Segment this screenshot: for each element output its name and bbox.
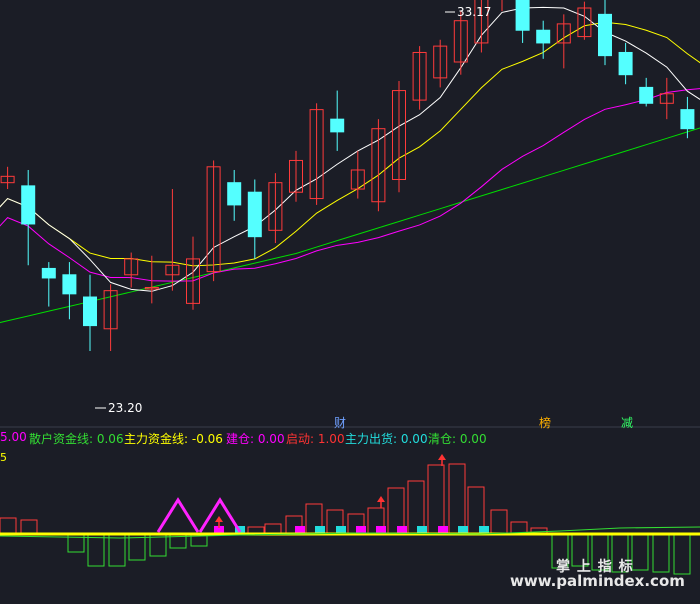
indicator-red-bar — [20, 519, 38, 535]
candle-body — [21, 185, 36, 225]
candle-body — [41, 267, 56, 279]
ma10-line — [0, 21, 700, 267]
watermark-title: 掌 上 指 标 — [556, 559, 634, 575]
qidong-arrow-head — [438, 454, 446, 460]
indicator-item-3: 启动: 1.00 — [286, 432, 345, 446]
candle-body — [639, 86, 654, 104]
candle-body — [62, 274, 77, 295]
indicator-item-1: 主力资金线: -0.06 — [124, 432, 223, 446]
qidong-arrow-head — [377, 496, 385, 502]
candle-body — [289, 159, 303, 193]
candle-body — [371, 128, 386, 203]
candle-body — [309, 109, 324, 200]
indicator-block — [417, 526, 427, 534]
indicator-green-bar — [631, 533, 649, 571]
watermark-url: www.palmindex.com — [510, 572, 685, 590]
candle-body — [577, 7, 592, 38]
marker-jian: 减 — [621, 416, 634, 430]
indicator-block — [458, 526, 468, 534]
indicator-green-bar — [673, 533, 691, 575]
candle-body — [556, 23, 571, 44]
indicator-green-bar — [87, 533, 105, 567]
indicator-red-bar — [490, 509, 508, 535]
candle-body — [598, 13, 612, 57]
candle-body — [412, 51, 427, 101]
marker-bang: 榜 — [539, 416, 552, 430]
indicator-block — [397, 526, 407, 534]
candle-body — [186, 258, 200, 304]
ma20-line — [0, 88, 700, 282]
indicator-prefix: 5.00 — [0, 430, 27, 444]
indicator-item-4: 主力出货: 0.00 — [345, 432, 428, 446]
indicator-block — [336, 526, 346, 534]
indicator-block — [376, 526, 386, 534]
qidong-arrow-head — [215, 516, 223, 522]
indicator-block — [295, 526, 305, 534]
marker-cai: 财 — [334, 416, 347, 430]
candle-body — [124, 258, 139, 276]
indicator-red-bar — [448, 463, 466, 535]
indicator-block — [356, 526, 366, 534]
indicator-red-bar — [0, 517, 17, 535]
candle-body — [680, 109, 695, 130]
indicator-block — [315, 526, 325, 534]
ma60-line — [0, 127, 700, 324]
candle-body — [83, 296, 97, 327]
candle-body — [453, 20, 468, 63]
indicator-axis-tag: 5 — [0, 451, 7, 464]
candle-body — [268, 182, 283, 231]
indicator-item-5: 清仓: 0.00 — [428, 432, 487, 446]
candle-body — [515, 0, 530, 31]
candle-body — [433, 45, 448, 79]
indicator-green-bar — [108, 533, 126, 567]
indicator-red-bar — [427, 464, 445, 535]
high-price-label: 33.17 — [457, 5, 492, 19]
indicator-block — [438, 526, 448, 534]
candle-body — [536, 29, 551, 44]
jiancang-marker — [198, 497, 242, 533]
indicator-block — [214, 526, 224, 534]
low-price-label: 23.20 — [108, 401, 143, 415]
candle-body — [659, 93, 674, 104]
candle-body — [227, 182, 242, 206]
candle-body — [103, 290, 118, 330]
indicator-block — [479, 526, 489, 534]
indicator-green-bar — [652, 533, 670, 573]
candle-body — [206, 166, 221, 273]
candle-body — [0, 175, 15, 184]
ma5-line — [0, 6, 700, 292]
candle-body — [165, 264, 180, 276]
indicator-item-0: 散户资金线: 0.06 — [29, 432, 124, 446]
indicator-retail-line — [0, 526, 700, 539]
jiancang-marker — [156, 497, 200, 533]
candle-body — [618, 51, 633, 76]
candle-body — [474, 0, 489, 44]
candle-body — [144, 286, 159, 290]
candle-body — [350, 169, 365, 190]
candle-body — [330, 118, 345, 133]
candle-body — [392, 90, 406, 181]
indicator-item-2: 建仓: 0.00 — [226, 432, 285, 446]
candle-body — [247, 191, 262, 238]
